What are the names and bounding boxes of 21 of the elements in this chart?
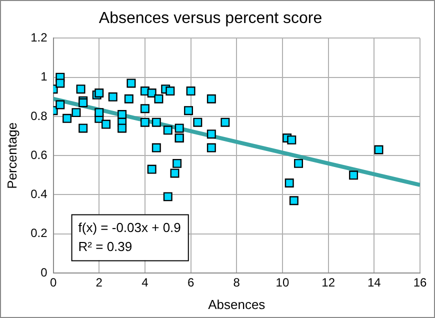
chart-title: Absences versus percent score [98, 10, 322, 28]
y-tick-label: 0.2 [30, 226, 48, 240]
x-tick-label: 2 [96, 276, 103, 290]
x-axis-title: Absences [208, 296, 266, 312]
x-tick-label: 16 [413, 276, 427, 290]
y-tick-label: 1.2 [30, 30, 48, 45]
x-tick-label: 8 [233, 276, 240, 290]
y-axis-title: Percentage [4, 122, 20, 189]
x-tick-label: 0 [50, 276, 57, 290]
y-tick-label: 0.8 [30, 108, 48, 123]
x-tick-label: 6 [187, 276, 194, 290]
y-tick-label: 0 [40, 265, 48, 280]
x-tick-label: 10 [276, 276, 290, 290]
x-tick-label: 14 [367, 276, 382, 290]
annotation: R² = 0.39 [78, 238, 132, 254]
x-tick-label: 12 [322, 276, 336, 290]
annotation: f(x) = -0.03x + 0.9 [78, 220, 181, 235]
y-tick-label: 0.4 [30, 187, 48, 202]
x-tick-label: 4 [142, 276, 149, 290]
y-tick-label: 0.6 [30, 148, 48, 162]
y-tick-label: 1 [40, 70, 48, 84]
